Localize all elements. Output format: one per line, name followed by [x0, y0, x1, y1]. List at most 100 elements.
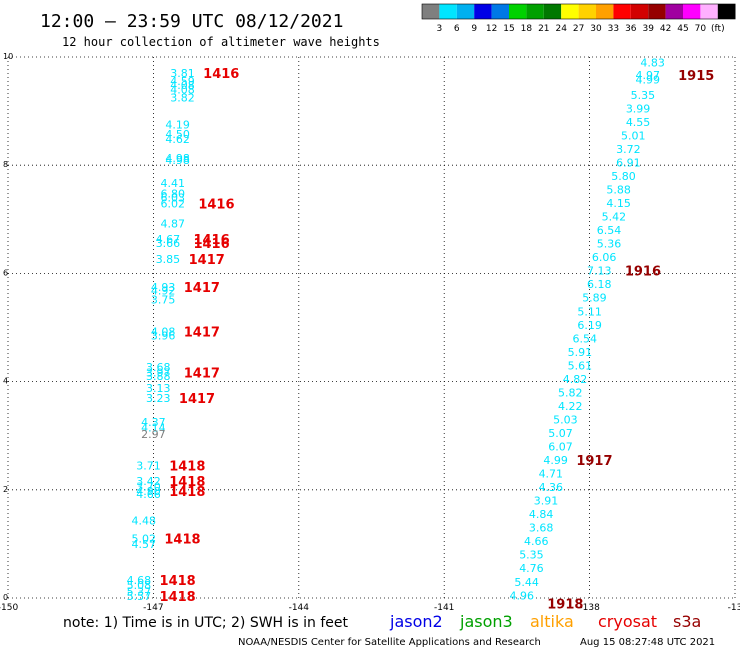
- swh-point-label: 5.35: [631, 89, 656, 102]
- swh-point-label: 6.06: [592, 251, 617, 264]
- time-label: 1418: [169, 459, 205, 474]
- swh-point-label: 4.36: [539, 481, 564, 494]
- y-tick-label: 0: [3, 593, 8, 602]
- colorbar-label: 9: [471, 24, 477, 34]
- swh-point-label: 6.19: [577, 319, 602, 332]
- swh-point-label: 6.91: [616, 156, 641, 169]
- time-label: 1915: [678, 69, 714, 84]
- swh-point-label: 5.91: [568, 346, 593, 359]
- swh-point-label: 5.57: [127, 590, 152, 603]
- chart-title: 12:00 — 23:59 UTC 08/12/2021: [40, 11, 343, 32]
- time-label: 1416: [198, 198, 234, 213]
- colorbar-swatch: [630, 4, 649, 19]
- swh-point-label: 4.08: [151, 325, 176, 338]
- swh-point-label: 3.42: [136, 475, 161, 488]
- time-label: 1418: [169, 485, 205, 500]
- colorbar-label: 70: [695, 24, 707, 34]
- time-label: 1417: [189, 253, 225, 268]
- swh-point-label: 4.97: [636, 69, 661, 82]
- time-label: 1416: [193, 233, 229, 248]
- x-tick-label: -141: [434, 603, 454, 613]
- time-label: 1416: [203, 67, 239, 82]
- y-tick-label: 10: [3, 52, 13, 61]
- swh-point-label: 3.81: [170, 67, 195, 80]
- swh-point-label: 4.55: [626, 116, 651, 129]
- legend-jason2: jason2: [389, 612, 443, 631]
- swh-point-label: 4.76: [519, 562, 544, 575]
- colorbar-swatch: [683, 4, 701, 19]
- swh-point-label: 4.66: [524, 535, 549, 548]
- time-label: 1417: [179, 392, 215, 407]
- swh-point-label: 5.36: [597, 238, 622, 251]
- colorbar-label: 12: [486, 24, 497, 34]
- x-tick-label: -150: [0, 603, 18, 613]
- x-axis-ticks: -150 -147 -144 -141 -138 -13: [0, 603, 740, 613]
- swh-point-label: 2.97: [141, 428, 166, 441]
- swh-point-label: 4.48: [131, 515, 156, 528]
- swh-point-label: 4.14: [141, 422, 166, 435]
- colorbar-label: 15: [503, 24, 514, 34]
- colorbar-swatch: [578, 4, 596, 19]
- swh-point-label: 4.99: [636, 74, 661, 87]
- swh-point-label: 3.75: [151, 293, 176, 306]
- colorbar-swatch: [596, 4, 614, 19]
- swh-point-label: 3.66: [156, 237, 181, 250]
- swh-point-label: 3.99: [626, 102, 651, 115]
- swh-point-label: 5.03: [553, 413, 578, 426]
- x-tick-label: -147: [143, 603, 163, 613]
- swh-point-label: 5.01: [621, 129, 646, 142]
- x-tick-label: -13: [728, 603, 740, 613]
- swh-point-label: 3.91: [534, 495, 559, 508]
- time-label: 1417: [184, 325, 220, 340]
- swh-point-label: 3.23: [146, 392, 171, 405]
- time-label: 1418: [164, 532, 200, 547]
- swh-point-label: 4.96: [509, 589, 534, 602]
- swh-point-label: 5.02: [131, 532, 156, 545]
- swh-point-label: 4.22: [558, 400, 583, 413]
- colorbar-label: 45: [677, 24, 688, 34]
- swh-point-label: 4.99: [543, 454, 568, 467]
- time-label: 1418: [169, 475, 205, 490]
- satellite-legend: jason2 jason3 altika cryosat s3a: [389, 612, 701, 631]
- colorbar-swatch: [439, 4, 457, 19]
- colorbar-swatch: [665, 4, 683, 19]
- swh-point-label: 4.84: [529, 508, 554, 521]
- swh-point-label: 4.08: [170, 83, 195, 96]
- legend-altika: altika: [530, 612, 574, 631]
- swh-point-label: 4.93: [151, 281, 176, 294]
- colorbar-label: 6: [454, 24, 460, 34]
- swh-point-label: 4.50: [165, 128, 190, 141]
- swh-point-label: 6.07: [548, 441, 573, 454]
- colorbar-label: 3: [437, 24, 443, 34]
- colorbar-swatch: [509, 4, 527, 19]
- swh-point-label: 5.08: [127, 579, 152, 592]
- swh-point-label: 4.67: [156, 233, 181, 246]
- colorbar-swatch: [491, 4, 509, 19]
- swh-point-label: 6.02: [161, 198, 186, 211]
- swh-point-label: 4.59: [170, 75, 195, 88]
- colorbar-swatch: [700, 4, 718, 19]
- swh-point-label: 5.11: [577, 305, 602, 318]
- colorbar-label: 42: [660, 24, 671, 34]
- legend-cryosat: cryosat: [598, 612, 657, 631]
- swh-point-label: 4.71: [539, 468, 564, 481]
- swh-point-label: 5.37: [127, 586, 152, 599]
- swh-point-label: 4.82: [563, 373, 588, 386]
- swh-point-label: 6.54: [573, 332, 598, 345]
- colorbar-swatch: [422, 4, 440, 19]
- legend-s3a: s3a: [673, 612, 701, 631]
- swh-point-label: 3.70: [136, 481, 161, 494]
- swh-point-label: 5.89: [582, 292, 607, 305]
- colorbar-swatch: [456, 4, 475, 19]
- swh-point-label: 4.62: [165, 133, 190, 146]
- time-label: 1417: [184, 366, 220, 381]
- swh-point-label: 4.19: [165, 119, 190, 132]
- swh-point-label: 5.80: [611, 170, 636, 183]
- swh-point-label: 4.66: [136, 488, 161, 501]
- time-label: 1416: [193, 237, 229, 252]
- colorbar-label: 36: [625, 24, 637, 34]
- swh-point-label: 6.18: [587, 278, 612, 291]
- swh-point-label: 4.08: [170, 79, 195, 92]
- colorbar-unit: (ft): [711, 24, 725, 34]
